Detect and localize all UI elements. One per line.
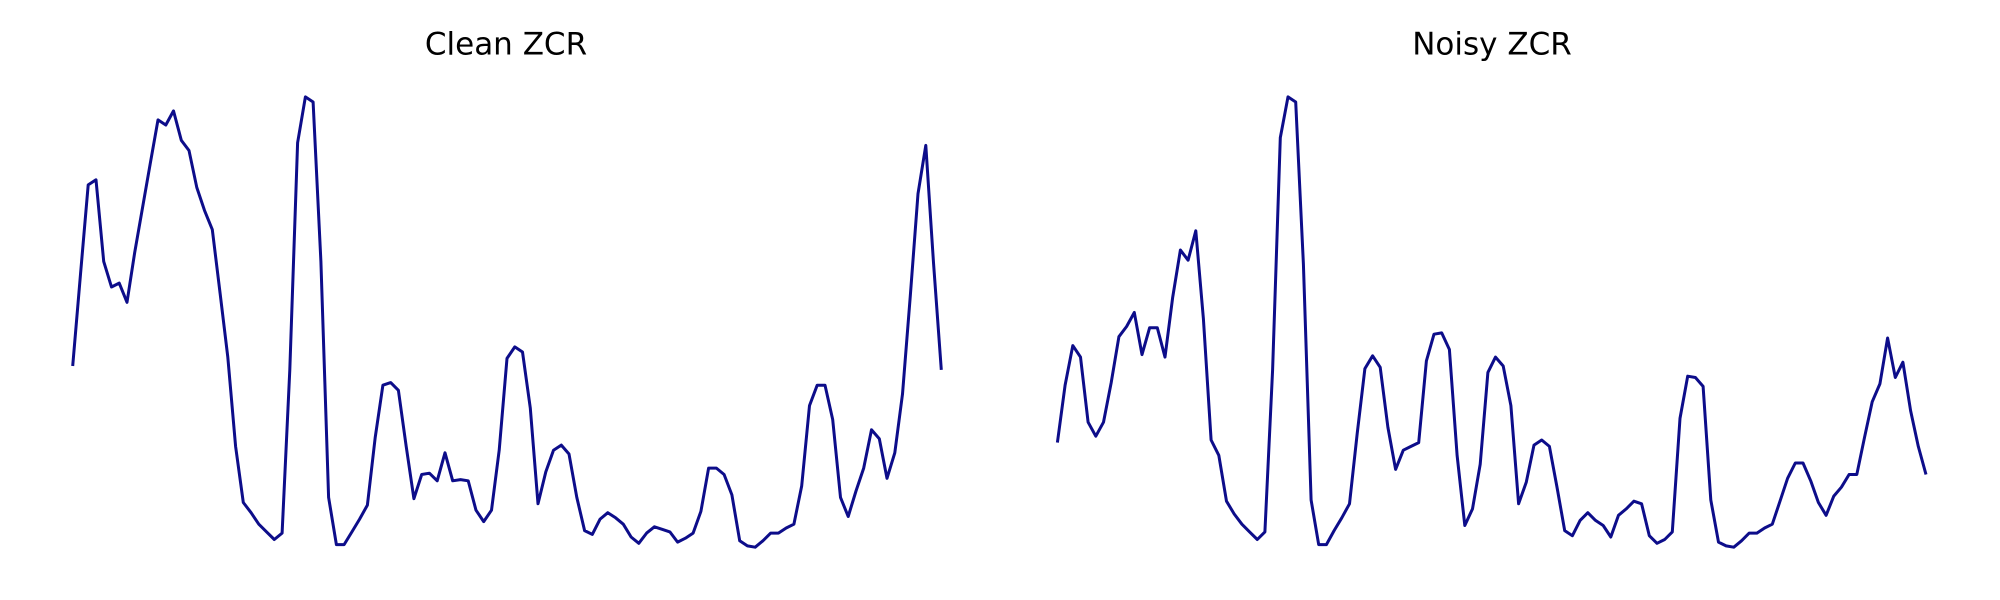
zcr-line (71, 95, 943, 549)
chart-title: Clean ZCR (425, 27, 587, 63)
chart-title: Noisy ZCR (1412, 27, 1572, 63)
zcr-line (1055, 95, 1928, 549)
